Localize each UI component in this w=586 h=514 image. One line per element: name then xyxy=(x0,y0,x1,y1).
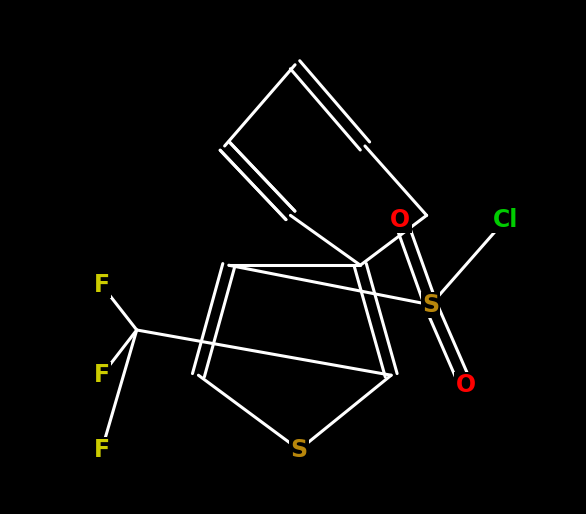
Text: F: F xyxy=(94,363,110,387)
Text: S: S xyxy=(422,293,440,317)
Text: Cl: Cl xyxy=(493,208,518,232)
Text: O: O xyxy=(390,208,410,232)
Text: S: S xyxy=(291,438,308,462)
Text: O: O xyxy=(456,373,476,397)
Text: F: F xyxy=(94,273,110,297)
Text: F: F xyxy=(94,438,110,462)
